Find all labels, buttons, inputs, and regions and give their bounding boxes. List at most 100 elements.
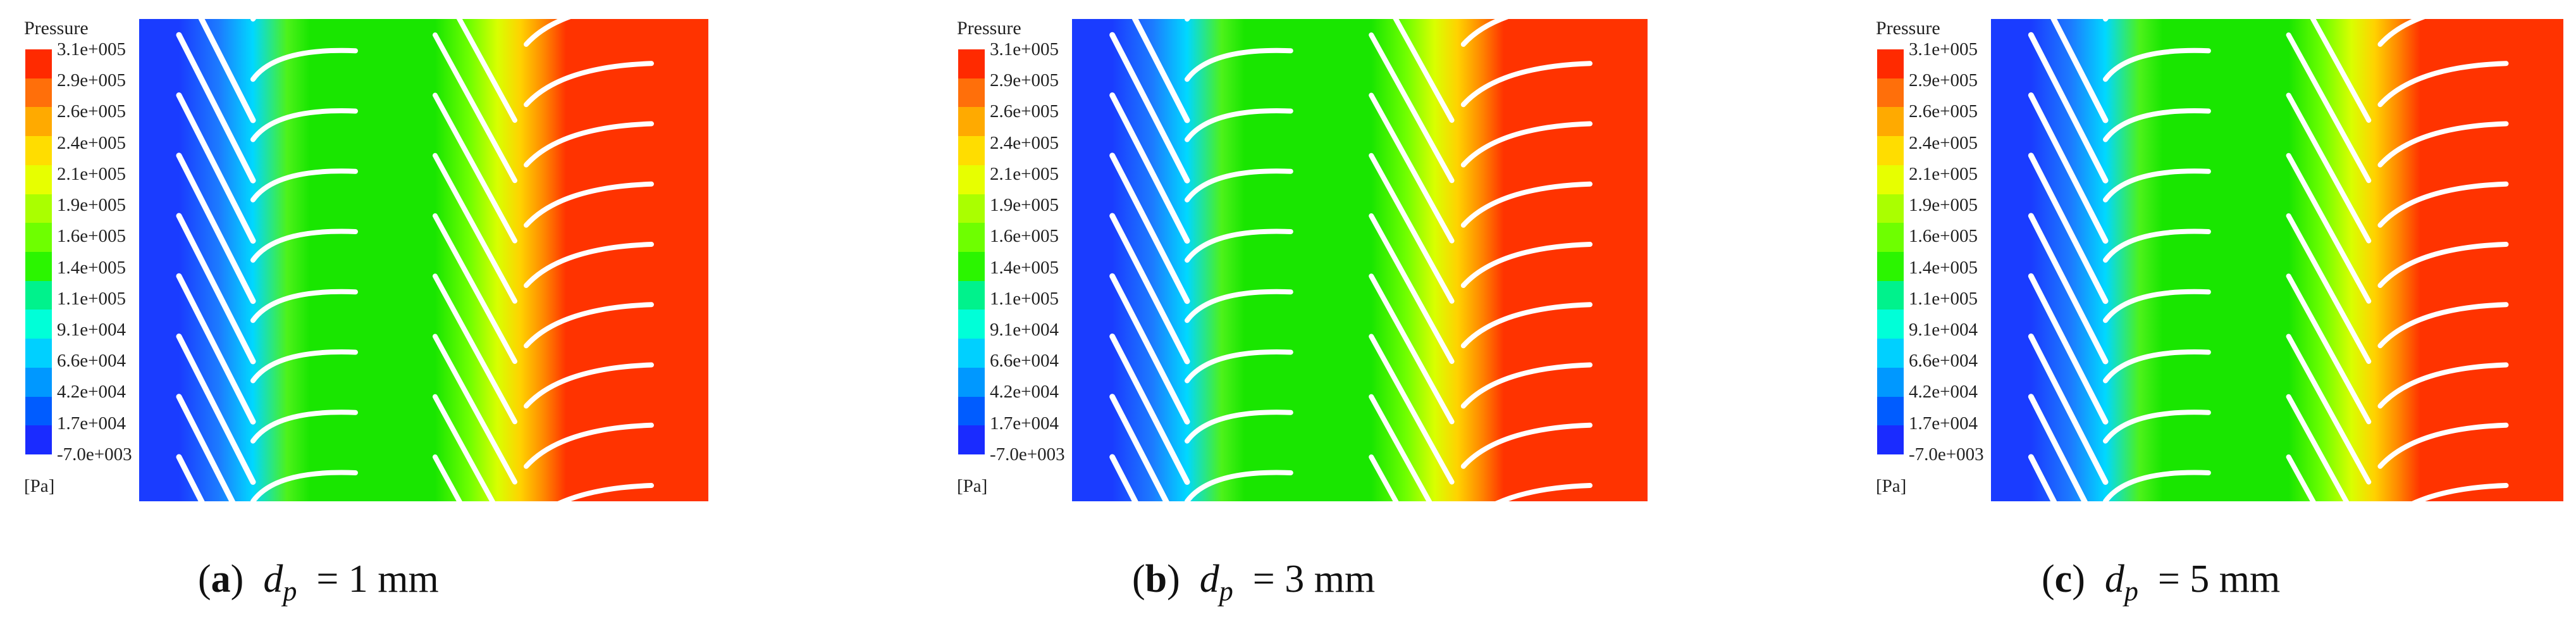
pressure-contour-field	[1072, 19, 1648, 501]
stator-blade	[2028, 213, 2109, 365]
legend-swatch	[1877, 367, 1904, 397]
outlet-blade	[524, 362, 654, 409]
outlet-blade	[1460, 422, 1593, 469]
stator-blade	[1109, 92, 1190, 244]
diffuser-blade	[433, 334, 517, 485]
outlet-blade	[524, 302, 654, 349]
diffuser-blade	[456, 19, 517, 123]
legend-swatch	[958, 252, 985, 281]
diffuser-blade	[433, 153, 517, 304]
legend-level: 1.1e+005	[57, 288, 126, 309]
legend-level: 9.1e+004	[1909, 319, 1978, 340]
diffuser-blade	[2286, 394, 2350, 501]
legend-labels: 3.1e+005 2.9e+005 2.6e+005 2.4e+005 2.1e…	[1909, 39, 1984, 465]
diffuser-blade	[2286, 454, 2316, 501]
caption-variable: d	[2104, 558, 2124, 601]
legend-swatch	[25, 367, 52, 397]
legend-swatch	[958, 107, 985, 137]
stator-blade	[176, 273, 256, 425]
legend-level: 1.6e+005	[57, 226, 126, 247]
diffuser-blade	[1369, 213, 1455, 364]
diffuser-blade	[1369, 32, 1455, 184]
legend-labels: 3.1e+005 2.9e+005 2.6e+005 2.4e+005 2.1e…	[57, 39, 132, 465]
legend-title: Pressure	[957, 18, 1021, 39]
legend-level: 2.9e+005	[990, 70, 1059, 91]
legend-level: 6.6e+004	[990, 351, 1059, 372]
stator-blade	[1109, 273, 1190, 425]
legend-level: 1.1e+005	[990, 288, 1059, 309]
legend-level: 1.7e+004	[990, 413, 1059, 434]
legend-swatch	[1877, 194, 1904, 223]
impeller-blade	[250, 470, 358, 501]
legend-level: 1.4e+005	[57, 257, 126, 278]
stator-blade	[176, 334, 256, 485]
diffuser-blade	[2286, 213, 2372, 364]
diffuser-blade	[1369, 273, 1455, 425]
diffuser-blade	[2286, 32, 2372, 184]
legend-level: 2.6e+005	[1909, 101, 1978, 122]
legend-level: 1.7e+004	[57, 413, 126, 434]
stator-blade	[2050, 19, 2109, 123]
outlet-blade	[2377, 362, 2509, 409]
legend-swatch	[958, 194, 985, 223]
legend-swatch	[25, 136, 52, 165]
impeller-blade	[2103, 228, 2211, 263]
diffuser-blade	[1369, 454, 1399, 501]
legend-swatch	[1877, 339, 1904, 368]
legend-colorbar	[1877, 49, 1904, 455]
legend-swatch	[1877, 425, 1904, 455]
legend-level: 1.9e+005	[1909, 195, 1978, 216]
stator-blade	[2028, 273, 2109, 425]
legend-swatch	[1877, 280, 1904, 310]
legend-level: 2.6e+005	[990, 101, 1059, 122]
legend-level: 3.1e+005	[57, 39, 126, 59]
outlet-blade	[1495, 483, 1593, 501]
legend-swatch	[958, 165, 985, 194]
outlet-blade	[1460, 61, 1593, 108]
diffuser-blade	[1393, 19, 1455, 123]
legend-swatch	[25, 339, 52, 368]
legend-level: 6.6e+004	[1909, 351, 1978, 372]
legend-swatch	[958, 223, 985, 253]
outlet-blade	[524, 181, 654, 228]
legend-unit: [Pa]	[957, 476, 988, 496]
impeller-blade	[2103, 47, 2211, 82]
legend-level: 1.7e+004	[1909, 413, 1978, 434]
legend-swatch	[958, 136, 985, 165]
stator-blade	[176, 153, 256, 304]
stator-blade	[2028, 394, 2088, 501]
diffuser-blade	[433, 454, 462, 501]
stator-blade	[1109, 32, 1190, 184]
impeller-blade	[2103, 410, 2211, 444]
panel-c: Pressure 3.1e+005 2.9e+005 2.6e+005 2.4e…	[1871, 0, 2576, 638]
stator-blade	[1131, 19, 1190, 123]
caption: (b) dp = 3 mm	[1132, 558, 1376, 607]
outlet-blade	[2377, 19, 2425, 47]
caption-value: = 5 mm	[2157, 558, 2281, 601]
diffuser-blade	[433, 273, 517, 425]
legend-level: 2.1e+005	[990, 163, 1059, 184]
outlet-blade	[1460, 19, 1509, 47]
legend-level: 6.6e+004	[57, 351, 126, 372]
outlet-blade	[2377, 181, 2509, 228]
impeller-blade	[1185, 410, 1293, 444]
legend-unit: [Pa]	[24, 476, 55, 496]
legend-level: 2.1e+005	[1909, 163, 1978, 184]
legend-level: 4.2e+004	[57, 382, 126, 403]
caption-variable: d	[263, 558, 283, 601]
diffuser-blade	[433, 394, 496, 501]
outlet-blade	[1460, 181, 1593, 228]
legend-swatch	[1877, 107, 1904, 137]
stator-blade	[2028, 454, 2057, 501]
outlet-blade	[1460, 242, 1593, 288]
legend-level: 2.4e+005	[990, 132, 1059, 153]
legend-swatch	[1877, 223, 1904, 253]
caption: (a) dp = 1 mm	[198, 558, 439, 607]
impeller-blade	[1185, 108, 1293, 142]
outlet-blade	[524, 422, 654, 469]
stator-blade	[176, 32, 256, 184]
outlet-blade	[2377, 302, 2509, 349]
diffuser-blade	[433, 32, 517, 184]
impeller-blade	[250, 168, 358, 203]
legend-swatch	[25, 425, 52, 455]
